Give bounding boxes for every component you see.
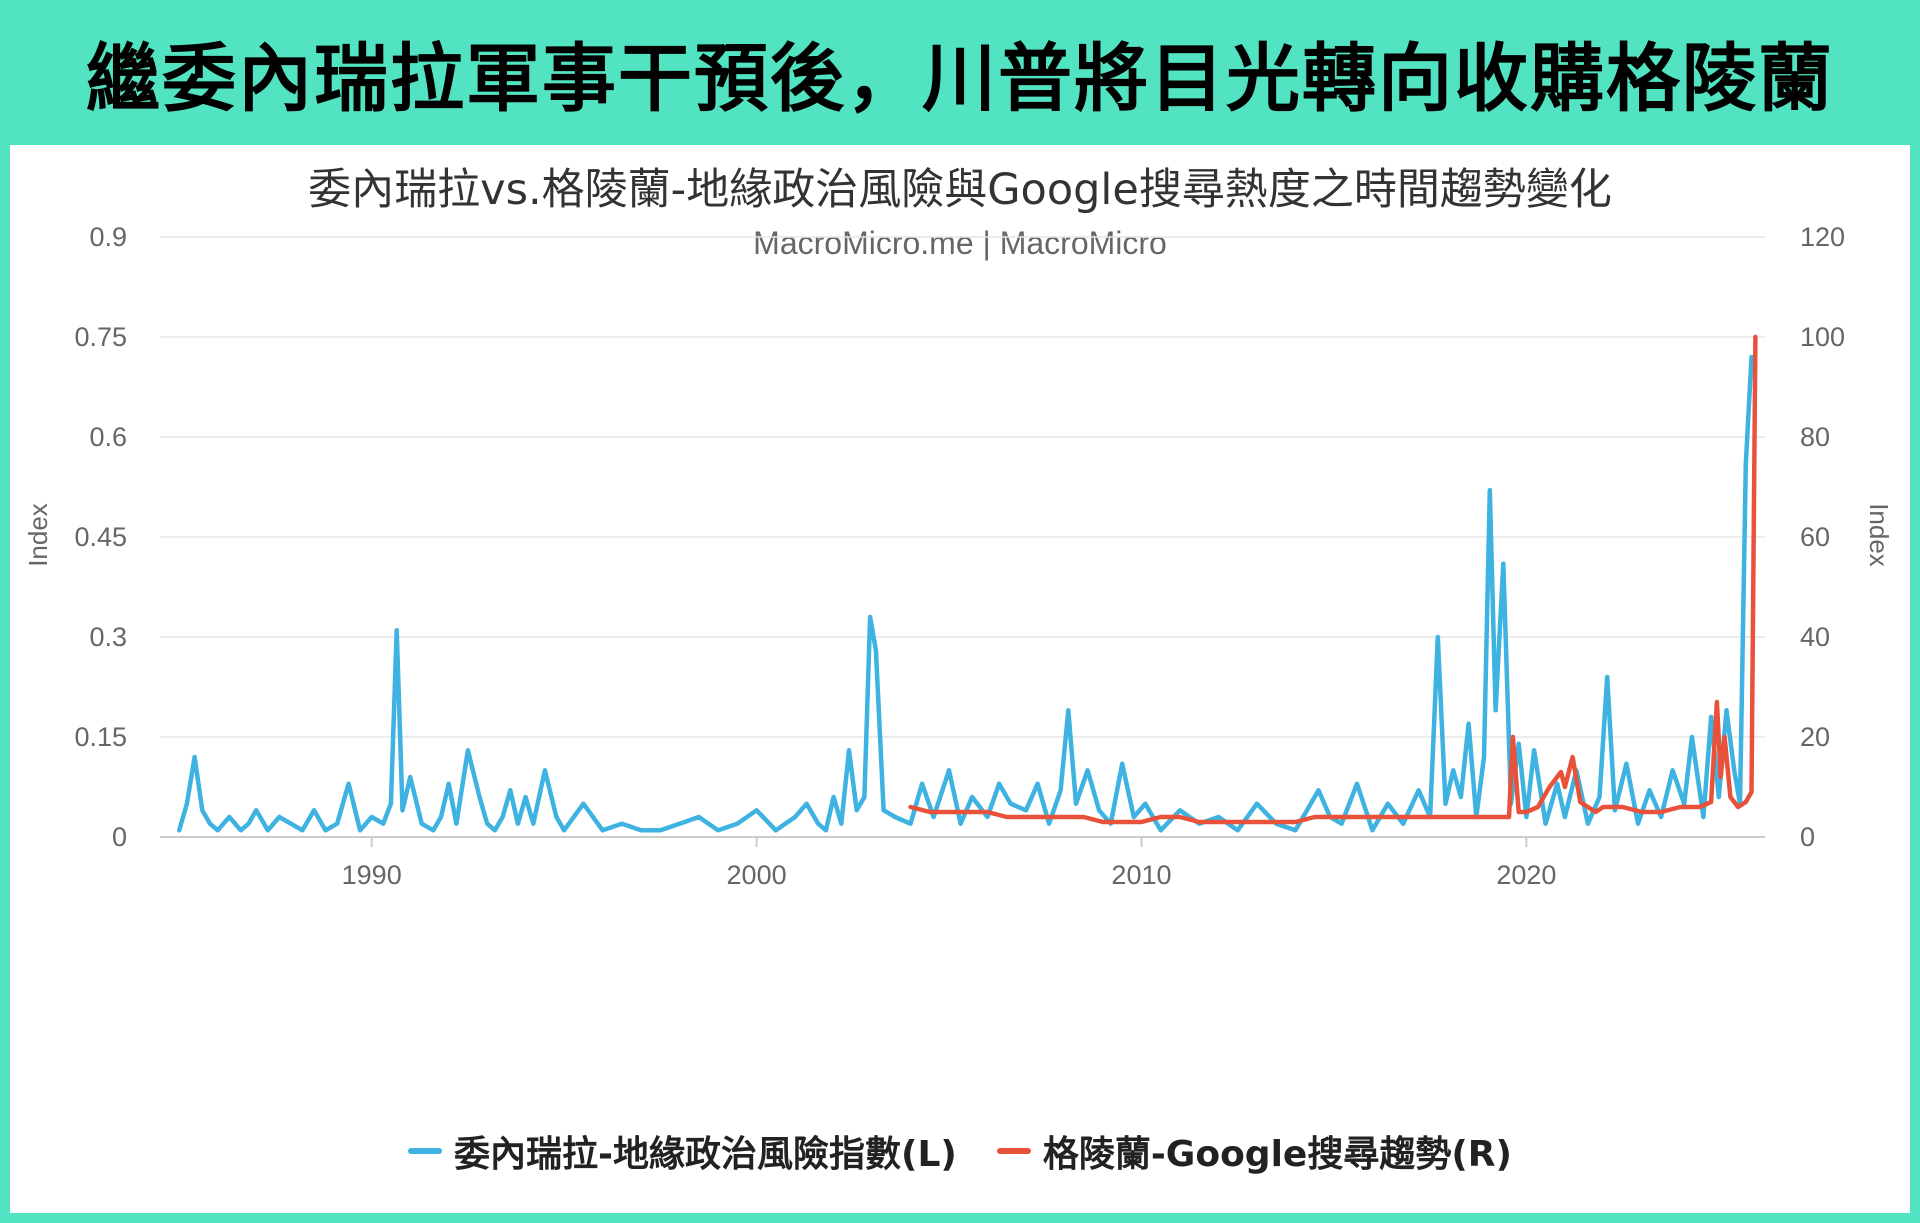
legend-swatch-venezuela [408, 1148, 443, 1154]
y-tick-left: 0.15 [74, 722, 127, 752]
y-tick-right: 0 [1800, 822, 1815, 852]
legend-label-greenland: 格陵蘭-Google搜尋趨勢(R) [1042, 1134, 1512, 1175]
series-line-greenland [908, 334, 1758, 825]
x-tick-label: 1990 [342, 860, 402, 890]
banner: 繼委內瑞拉軍事干預後，川普將目光轉向收購格陵蘭 [0, 0, 1920, 145]
y-tick-left: 0.75 [74, 322, 127, 352]
y-tick-left: 0.45 [74, 522, 127, 552]
line-chart: 0 0.15 0.3 0.45 0.6 0.75 0.9 0 20 40 60 80 100 120 1… [23, 222, 1894, 890]
y-tick-left: 0.3 [89, 622, 127, 652]
y-axis-left-label: Index [23, 503, 53, 567]
y-axis-right-ticks: 0 20 40 60 80 100 120 [1800, 222, 1845, 852]
legend-item-venezuela[interactable]: 委內瑞拉-地緣政治風險指數(L) [408, 1125, 957, 1177]
y-tick-right: 60 [1800, 522, 1830, 552]
chart-card: 委內瑞拉vs.格陵蘭-地緣政治風險與Google搜尋熱度之時間趨勢變化 Macr… [10, 145, 1910, 1213]
y-tick-left: 0.6 [89, 422, 127, 452]
x-tick-label: 2020 [1496, 860, 1556, 890]
y-tick-right: 80 [1800, 422, 1830, 452]
y-tick-right: 40 [1800, 622, 1830, 652]
x-tick-label: 2000 [727, 860, 787, 890]
legend-label-venezuela: 委內瑞拉-地緣政治風險指數(L) [454, 1134, 957, 1175]
banner-title: 繼委內瑞拉軍事干預後，川普將目光轉向收購格陵蘭 [86, 36, 1834, 122]
x-tick-label: 2010 [1111, 860, 1171, 890]
y-tick-right: 20 [1800, 722, 1830, 752]
legend: 委內瑞拉-地緣政治風險指數(L) 格陵蘭-Google搜尋趨勢(R) [10, 1125, 1910, 1177]
chart-subtitle: MacroMicro.me | MacroMicro [753, 225, 1167, 261]
legend-item-greenland[interactable]: 格陵蘭-Google搜尋趨勢(R) [996, 1125, 1512, 1177]
y-axis-left-ticks: 0 0.15 0.3 0.45 0.6 0.75 0.9 [74, 222, 127, 852]
y-tick-right: 100 [1800, 322, 1845, 352]
legend-swatch-greenland [996, 1148, 1031, 1154]
y-tick-left: 0.9 [89, 222, 127, 252]
chart-title: 委內瑞拉vs.格陵蘭-地緣政治風險與Google搜尋熱度之時間趨勢變化 [308, 165, 1612, 215]
x-axis-ticks: 1990 2000 2010 2020 [342, 837, 1556, 890]
series-layer [176, 334, 1758, 833]
y-axis-right-label: Index [1864, 503, 1894, 567]
y-tick-right: 120 [1800, 222, 1845, 252]
y-tick-left: 0 [112, 822, 127, 852]
